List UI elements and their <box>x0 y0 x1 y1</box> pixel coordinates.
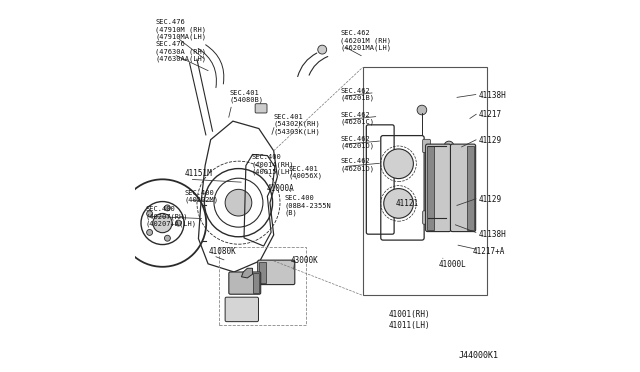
Bar <box>219 247 307 325</box>
Text: SEC.401
(54302K(RH)
(54303K(LH): SEC.401 (54302K(RH) (54303K(LH) <box>274 114 321 135</box>
Circle shape <box>175 220 181 226</box>
Circle shape <box>444 141 454 151</box>
FancyBboxPatch shape <box>422 139 431 153</box>
FancyBboxPatch shape <box>225 297 259 322</box>
Text: 41217+A: 41217+A <box>473 247 505 256</box>
Text: 41121: 41121 <box>396 199 419 208</box>
Text: 43000K: 43000K <box>291 256 318 265</box>
Text: 41129: 41129 <box>479 195 502 204</box>
Circle shape <box>384 149 413 179</box>
Text: SEC.401
(40056X): SEC.401 (40056X) <box>289 166 323 179</box>
Text: J44000K1: J44000K1 <box>459 351 499 360</box>
Text: 41129: 41129 <box>479 136 502 145</box>
Circle shape <box>384 189 413 218</box>
Text: SEC.401
(54080B): SEC.401 (54080B) <box>229 90 263 103</box>
FancyBboxPatch shape <box>451 144 476 232</box>
Text: SEC.400
(40207(RH)
(40207+A(LH): SEC.400 (40207(RH) (40207+A(LH) <box>145 206 196 227</box>
FancyBboxPatch shape <box>229 272 260 294</box>
Text: SEC.462
(46201D): SEC.462 (46201D) <box>340 158 374 172</box>
Text: SEC.462
(46201C): SEC.462 (46201C) <box>340 112 374 125</box>
Text: 41138H: 41138H <box>479 231 506 240</box>
FancyBboxPatch shape <box>422 211 431 224</box>
FancyBboxPatch shape <box>258 260 295 285</box>
Text: 41151M: 41151M <box>185 169 212 178</box>
Text: SEC.462
(46201M (RH)
(46201MA(LH): SEC.462 (46201M (RH) (46201MA(LH) <box>340 31 392 51</box>
Circle shape <box>164 235 170 241</box>
Text: SEC.462
(46201D): SEC.462 (46201D) <box>340 136 374 150</box>
Bar <box>259 262 266 283</box>
Text: 41001(RH)
41011(LH): 41001(RH) 41011(LH) <box>388 310 430 330</box>
Bar <box>253 273 259 293</box>
Text: 41000A: 41000A <box>266 184 294 193</box>
Bar <box>467 146 474 230</box>
Text: SEC.400
(40202M): SEC.400 (40202M) <box>185 190 219 203</box>
Text: SEC.476
(47910M (RH)
(47910MA(LH)
SEC.476
(47630A (RH)
(47630AA(LH): SEC.476 (47910M (RH) (47910MA(LH) SEC.47… <box>155 19 206 62</box>
Text: 41138H: 41138H <box>479 92 506 100</box>
Bar <box>363 67 487 295</box>
Circle shape <box>225 189 252 216</box>
Circle shape <box>164 205 170 211</box>
Circle shape <box>444 213 454 222</box>
Text: 41080K: 41080K <box>209 247 237 256</box>
Circle shape <box>147 211 152 217</box>
Text: SEC.462
(46201B): SEC.462 (46201B) <box>340 88 374 101</box>
Text: 41217: 41217 <box>479 110 502 119</box>
Text: 41000L: 41000L <box>438 260 467 269</box>
Circle shape <box>318 45 326 54</box>
FancyBboxPatch shape <box>255 104 267 113</box>
Polygon shape <box>241 268 253 278</box>
Text: SEC.400
(40014(RH)
(40015(LH): SEC.400 (40014(RH) (40015(LH) <box>252 154 294 176</box>
Circle shape <box>153 214 172 233</box>
Text: SEC.400
(08B4-2355N
(B): SEC.400 (08B4-2355N (B) <box>285 195 332 216</box>
Bar <box>428 146 434 230</box>
Circle shape <box>147 230 152 235</box>
Circle shape <box>417 105 427 115</box>
FancyBboxPatch shape <box>426 144 451 232</box>
